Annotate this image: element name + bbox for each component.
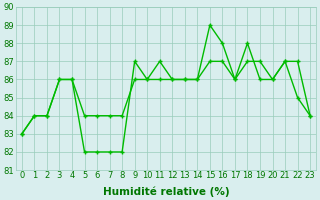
X-axis label: Humidité relative (%): Humidité relative (%) xyxy=(103,186,229,197)
